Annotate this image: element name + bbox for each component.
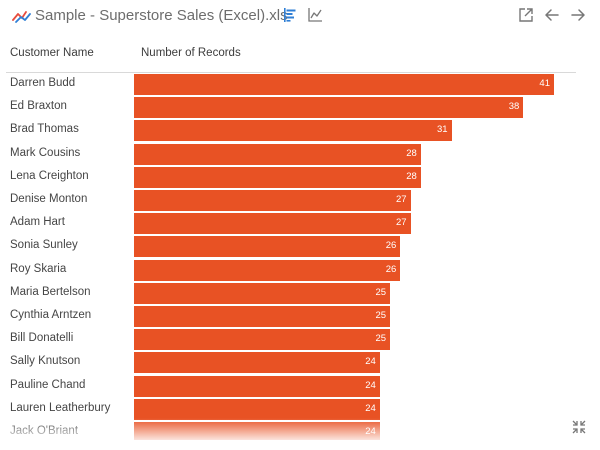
- bar-value-label: 27: [396, 217, 407, 229]
- arrow-right-icon[interactable]: [569, 6, 589, 26]
- category-label: Brad Thomas: [10, 123, 79, 136]
- category-label: Lena Creighton: [10, 169, 89, 182]
- category-label: Darren Budd: [10, 77, 76, 89]
- bar-value-label: 28: [406, 147, 417, 159]
- bar-value-label: 26: [385, 263, 397, 275]
- bar-value-label: 25: [375, 286, 387, 298]
- bar-value-label: 28: [406, 170, 417, 182]
- category-label: Cynthia Arntzen: [10, 309, 92, 321]
- horizontal-bar-chart-icon[interactable]: [281, 6, 301, 26]
- category-label: Sally Knutson: [10, 355, 81, 368]
- bar[interactable]: 25: [134, 306, 391, 327]
- bar-value-label: 38: [508, 101, 520, 113]
- category-label: Sonia Sunley: [10, 239, 78, 252]
- category-label: Adam Hart: [10, 216, 65, 229]
- bar-value-label: 25: [375, 333, 387, 345]
- bar-value-label: 27: [396, 194, 407, 205]
- column-header-number-of-records[interactable]: Number of Records: [141, 47, 241, 59]
- bar[interactable]: 28: [134, 143, 421, 165]
- chart-row: Sonia Sunley 26: [0, 236, 600, 258]
- chart-row: Brad Thomas 31: [0, 120, 600, 142]
- bar[interactable]: 25: [134, 282, 391, 304]
- collapse-icon[interactable]: [572, 420, 586, 434]
- chart-row: Adam Hart 27: [0, 213, 600, 235]
- toolbar: Sample - Superstore Sales (Excel).xls: [0, 0, 600, 32]
- header-divider: [6, 72, 576, 73]
- bar-value-label: 31: [436, 124, 448, 136]
- bar[interactable]: 24: [134, 422, 380, 440]
- bar-value-label: 24: [365, 402, 376, 414]
- chart-row: Lauren Leatherbury 24: [0, 398, 600, 420]
- bar[interactable]: 27: [134, 190, 411, 211]
- chart-row: Pauline Chand 24: [0, 375, 600, 397]
- category-label: Denise Monton: [10, 193, 88, 205]
- bar[interactable]: 24: [134, 398, 380, 420]
- bar-value-label: 26: [385, 240, 397, 252]
- chart-row: Ed Braxton 38: [0, 97, 600, 119]
- category-label: Bill Donatelli: [10, 332, 74, 345]
- bar-value-label: 41: [539, 78, 550, 89]
- bar-value-label: 24: [365, 379, 376, 391]
- chart-row: Maria Bertelson 25: [0, 282, 600, 304]
- chart-row: Roy Skaria 26: [0, 259, 600, 281]
- bar-value-label: 25: [375, 310, 387, 321]
- bar[interactable]: 26: [134, 236, 401, 258]
- chart-row: Darren Budd 41: [0, 74, 600, 95]
- open-external-icon[interactable]: [517, 6, 537, 26]
- chart-row: Cynthia Arntzen 25: [0, 306, 600, 327]
- column-header-customer-name[interactable]: Customer Name: [10, 47, 94, 59]
- chart-row: Sally Knutson 24: [0, 352, 600, 374]
- bar-value-label: 24: [365, 356, 376, 368]
- bar[interactable]: 31: [134, 120, 452, 142]
- bar[interactable]: 27: [134, 213, 411, 235]
- line-chart-icon[interactable]: [306, 6, 326, 26]
- bar-chart: Darren Budd 41 Ed Braxton 38 Brad Thomas 31 Ma…: [0, 73, 600, 440]
- category-label: Pauline Chand: [10, 378, 86, 391]
- bar[interactable]: 28: [134, 166, 421, 188]
- line-chart-datasource-icon: [12, 7, 32, 25]
- category-label: Jack O'Briant: [10, 425, 79, 437]
- chart-row: Bill Donatelli 25: [0, 329, 600, 351]
- category-label: Roy Skaria: [10, 262, 67, 275]
- chart-row: Jack O'Briant 24: [0, 422, 600, 440]
- bar[interactable]: 26: [134, 259, 401, 281]
- bar[interactable]: 41: [134, 74, 554, 95]
- category-label: Ed Braxton: [10, 100, 67, 113]
- bar[interactable]: 24: [134, 352, 380, 374]
- category-label: Maria Bertelson: [10, 285, 91, 298]
- bar[interactable]: 38: [134, 97, 524, 119]
- chart-row: Lena Creighton 28: [0, 166, 600, 188]
- category-label: Lauren Leatherbury: [10, 401, 111, 414]
- bar[interactable]: 25: [134, 329, 391, 351]
- chart-row: Mark Cousins 28: [0, 143, 600, 165]
- bar[interactable]: 24: [134, 375, 380, 397]
- category-label: Mark Cousins: [10, 146, 81, 159]
- page-title: Sample - Superstore Sales (Excel).xls: [35, 7, 288, 24]
- arrow-left-icon[interactable]: [543, 6, 563, 26]
- chart-row: Denise Monton 27: [0, 190, 600, 211]
- bar-value-label: 24: [365, 426, 376, 437]
